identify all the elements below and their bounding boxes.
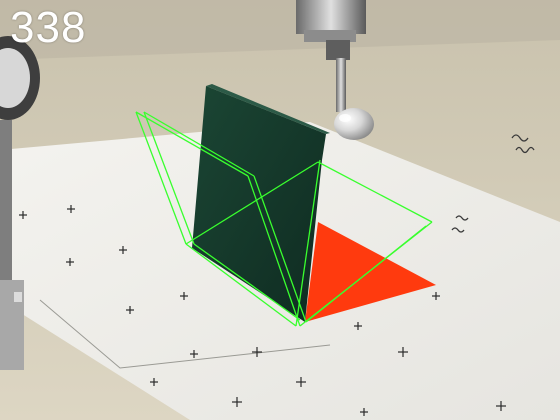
cross-mark: [496, 401, 506, 411]
wall-background: [0, 0, 560, 60]
cross-mark: [398, 347, 408, 357]
wireframe-overlay: [135, 111, 433, 327]
probe-ball: [334, 108, 374, 140]
cross-mark: [354, 322, 362, 330]
robot-probe: [296, 0, 374, 140]
probe-mount: [326, 40, 350, 60]
wireframe-edge: [185, 161, 319, 245]
cross-mark: [232, 397, 242, 407]
wireframe-edge: [317, 161, 433, 223]
wireframe-edge: [135, 111, 249, 177]
wireframe-edge: [253, 175, 307, 323]
wireframe-edge: [247, 175, 301, 327]
robot-base-ring: [0, 48, 30, 108]
robot-base-bolt: [14, 292, 22, 302]
wireframe-edge: [295, 159, 321, 327]
probe-collar: [304, 30, 356, 42]
cross-mark: [150, 378, 158, 386]
cross-mark: [19, 211, 27, 219]
wireframe-edge: [305, 225, 427, 323]
cross-mark: [190, 350, 198, 358]
cross-mark: [180, 292, 188, 300]
paper-guide-line: [39, 299, 331, 369]
probe-ball-highlight: [339, 114, 351, 122]
cross-mark: [252, 347, 262, 357]
cross-mark: [67, 205, 75, 213]
cross-mark: [126, 306, 134, 314]
cross-mark: [432, 292, 440, 300]
cross-mark: [119, 246, 127, 254]
cross-mark: [360, 408, 368, 416]
frame-counter: 338: [10, 3, 87, 52]
cross-mark: [66, 258, 74, 266]
wireframe-edge: [193, 243, 301, 321]
wireframe-edge: [143, 111, 255, 177]
registration-marks: [19, 205, 506, 416]
cross-mark: [296, 377, 306, 387]
dark-panel-edge: [206, 84, 330, 134]
handwriting-marks: [451, 134, 535, 233]
wireframe-edge: [135, 111, 187, 245]
dark-panel: [192, 86, 326, 322]
probe-housing: [296, 0, 366, 34]
wireframe-edge: [143, 111, 195, 245]
robot-base: [0, 36, 40, 370]
probe-shaft: [336, 58, 346, 112]
wireframe-edge: [185, 243, 297, 327]
